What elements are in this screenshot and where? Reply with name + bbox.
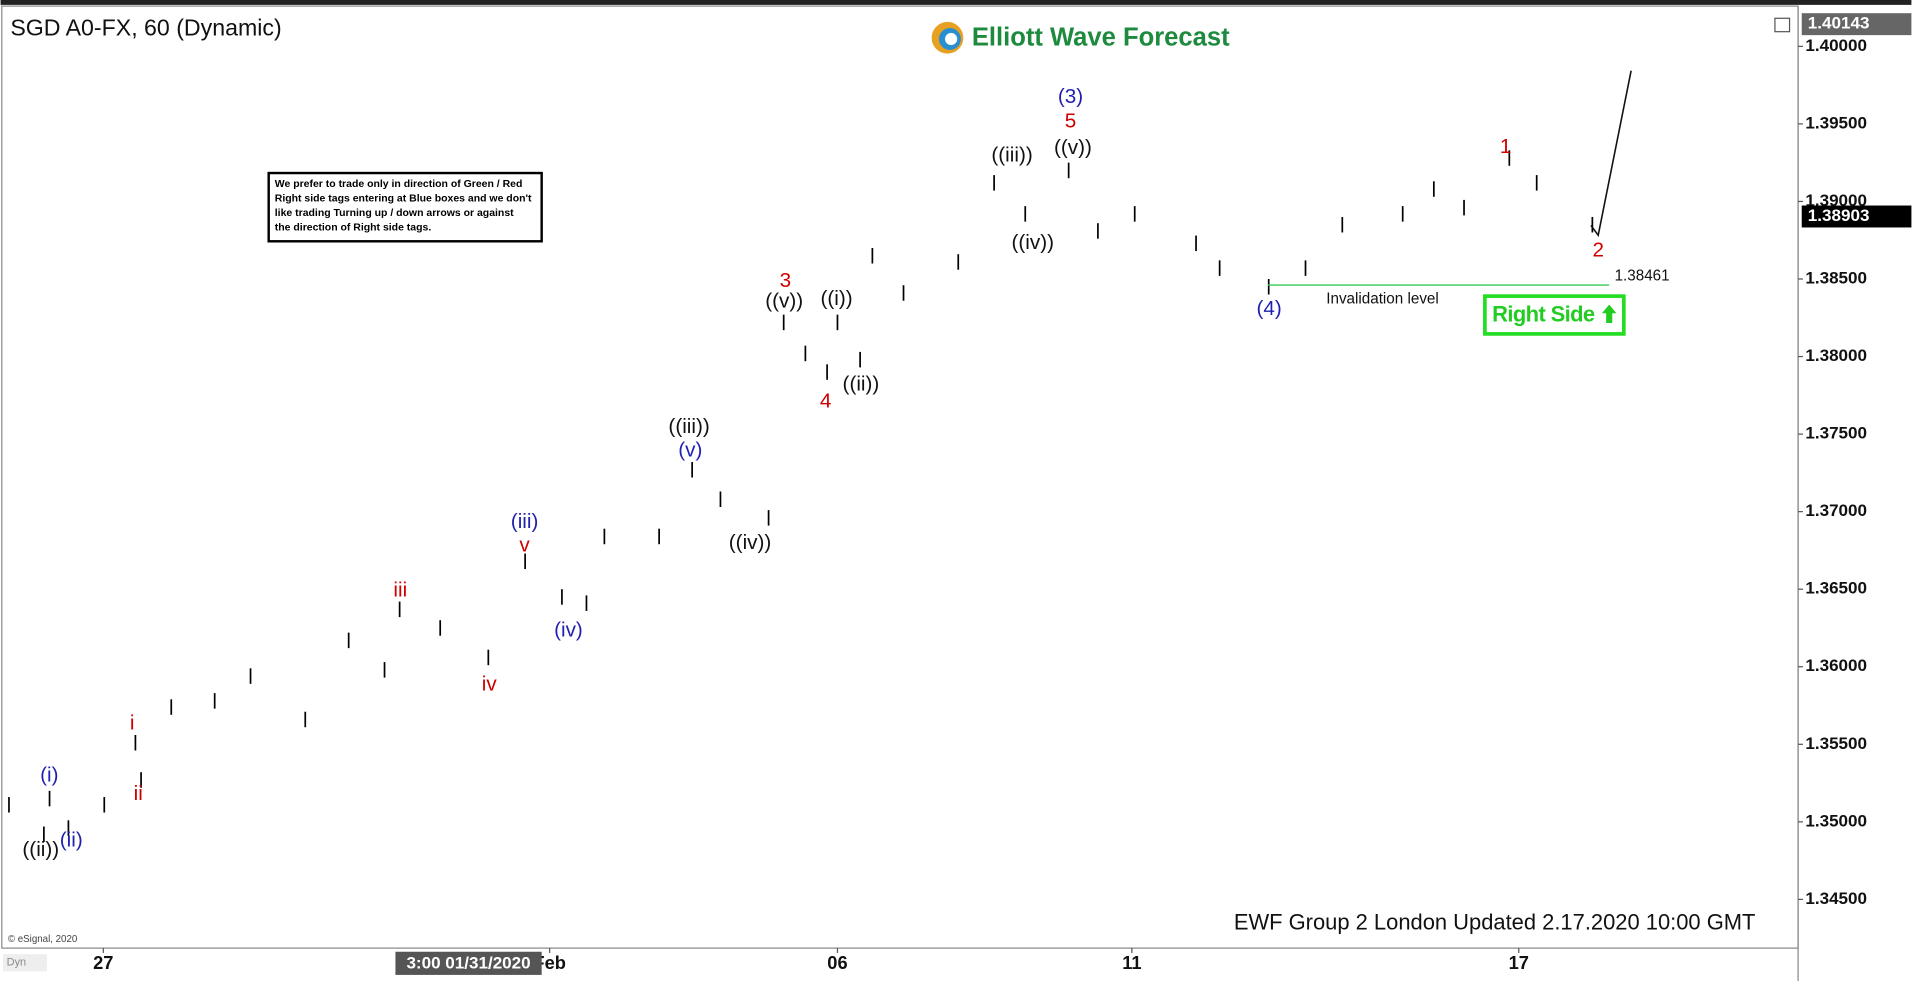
price-tags: 1.40143 1.38903	[1801, 13, 1912, 228]
top-border	[0, 0, 1912, 5]
high-tag-label: 1.40143	[1808, 14, 1870, 33]
wave-label: (iv)	[554, 619, 583, 642]
x-tick-label: 11	[1122, 952, 1141, 973]
wave-label: 1	[1500, 135, 1512, 158]
wave-label: iii	[393, 579, 407, 602]
wave-label: ((ii))	[843, 373, 880, 396]
badge-box	[1483, 294, 1626, 336]
y-tick-label: 1.37500	[1805, 424, 1867, 443]
wave-label: v	[519, 533, 530, 556]
note: We prefer to trade only in direction of …	[275, 179, 532, 234]
wave-label: (3)	[1058, 85, 1083, 108]
corner-box	[3, 954, 47, 972]
wave-labels: (3)5((v))((iii))((iv))3((v)) ((i))4((ii))…	[22, 85, 1604, 861]
price-bars	[8, 150, 1594, 843]
y-tick-label: 1.38500	[1805, 269, 1867, 288]
y-tick-label: 1.40000	[1805, 36, 1867, 55]
wave-label: ((v))	[1054, 136, 1092, 159]
last-price-box	[1801, 205, 1912, 228]
wave-label: 4	[820, 390, 832, 413]
y-tick-label: 1.38000	[1805, 346, 1867, 365]
wave-label: ii	[134, 782, 143, 805]
note-line: Right side tags entering at Blue boxes a…	[275, 193, 532, 204]
note-line: We prefer to trade only in direction of …	[275, 179, 523, 190]
wave-label: (iii)	[511, 510, 539, 533]
y-tick-label: 1.39000	[1805, 191, 1867, 210]
wave-label: ((iii))	[991, 143, 1032, 166]
window-button[interactable]	[1774, 17, 1791, 33]
note-line: like trading Turning up / down arrows or…	[275, 208, 514, 219]
wave-label: ((v))	[765, 290, 803, 313]
chart-title: SGD A0-FX, 60 (Dynamic)	[10, 14, 281, 40]
cursor-label: 3:00 01/31/2020	[406, 953, 530, 972]
x-tick-label: 17	[1509, 952, 1529, 973]
logo-icon	[945, 32, 958, 46]
y-tick-label: 1.36000	[1805, 656, 1867, 675]
y-tick-label: 1.35500	[1805, 734, 1867, 753]
wave-label: 2	[1592, 239, 1604, 262]
wave-label: (i)	[40, 764, 58, 787]
wave-label: (ii)	[60, 828, 83, 851]
wave-label: ((iv))	[1012, 231, 1055, 254]
wave-label: ((ii))	[22, 838, 59, 861]
note-box	[267, 171, 543, 243]
projection-path	[1590, 70, 1632, 238]
y-tick-label: 1.37000	[1805, 501, 1867, 520]
corner-label: Dyn	[7, 957, 26, 969]
copyright: © eSignal, 2020	[8, 934, 78, 945]
wave-label: 3	[780, 269, 792, 292]
logo: Elliott Wave Forecast	[931, 21, 1230, 54]
wave-label: i	[130, 711, 135, 734]
footer: EWF Group 2 London Updated 2.17.2020 10:…	[1234, 910, 1756, 935]
x-tick-label: 27	[93, 952, 113, 973]
cursor-tag: 3:00 01/31/2020	[395, 951, 542, 975]
high-tag-box	[1801, 13, 1912, 36]
wave-label: ((iii))	[668, 415, 709, 438]
wave-label: ((iv))	[729, 531, 772, 554]
y-tick-label: 1.35000	[1805, 811, 1867, 830]
badge-text: Right Side	[1492, 301, 1595, 326]
y-tick-label: 1.36500	[1805, 579, 1867, 598]
invalidation-label: Invalidation level	[1326, 291, 1439, 308]
wave-label: (4)	[1257, 297, 1282, 320]
x-tick-label: 06	[827, 952, 847, 973]
wave-label: iv	[482, 672, 498, 695]
y-axis: 1.34500 1.35000 1.35500 1.36000 1.36500 1.370…	[1798, 36, 1867, 908]
logo-text: Elliott Wave Forecast	[972, 24, 1230, 52]
invalidation-value: 1.38461	[1615, 268, 1670, 285]
y-tick-label: 1.39500	[1805, 113, 1867, 132]
right-side-badge: Right Side	[1483, 294, 1626, 336]
y-tick-label: 1.34500	[1805, 889, 1867, 908]
note-line: the direction of Right side tags.	[275, 223, 432, 234]
badge-arrow	[1601, 304, 1617, 323]
cursor-box	[395, 951, 542, 975]
wave-label: (v)	[678, 438, 702, 461]
last-price-label: 1.38903	[1808, 206, 1870, 225]
invalidation: Invalidation level 1.38461	[1267, 268, 1670, 308]
wave-label: 5	[1065, 109, 1077, 132]
wave-label: ((i))	[820, 287, 852, 310]
